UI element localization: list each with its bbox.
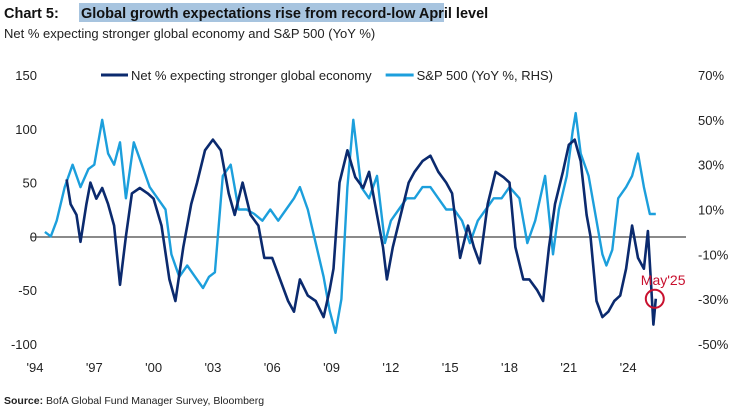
series-line-net-expecting-stronger [65, 138, 658, 326]
right-tick-label: -10% [698, 247, 729, 262]
x-tick-label: '18 [501, 360, 518, 375]
x-tick-label: '94 [27, 360, 44, 375]
source-note: Source: BofA Global Fund Manager Survey,… [4, 395, 264, 407]
legend: Net % expecting stronger global economy … [101, 68, 553, 83]
x-tick-label: '97 [86, 360, 103, 375]
left-tick-label: 150 [15, 68, 37, 83]
source-label: Source: [4, 395, 43, 407]
chart-subtitle: Net % expecting stronger global economy … [4, 26, 375, 41]
x-tick-label: '00 [145, 360, 162, 375]
x-tick-label: '06 [264, 360, 281, 375]
annotation-circle [644, 288, 665, 309]
right-tick-label: 10% [698, 203, 724, 218]
left-tick-label: 50 [23, 176, 37, 191]
x-tick-label: '09 [323, 360, 340, 375]
title-highlight [79, 3, 444, 22]
legend-label-sp500: S&P 500 (YoY %, RHS) [417, 68, 553, 83]
right-tick-label: 50% [698, 113, 724, 128]
right-tick-label: -50% [698, 337, 729, 352]
left-tick-label: -50 [18, 283, 37, 298]
left-tick-label: -100 [11, 337, 37, 352]
source-text: BofA Global Fund Manager Survey, Bloombe… [46, 395, 264, 407]
chart-title-prefix: Chart 5: [4, 6, 59, 22]
left-tick-label: 100 [15, 122, 37, 137]
chart-title: Global growth expectations rise from rec… [81, 6, 488, 22]
series-line-sp500-yoy [44, 111, 656, 334]
x-tick-label: '24 [620, 360, 637, 375]
x-axis: '94 '97 '00 '03 '06 '09 '12 '15 '18 '21 '24 [27, 360, 637, 375]
right-tick-label: 70% [698, 68, 724, 83]
right-axis: 70% 50% 30% 10% -10% -30% -50% [698, 68, 729, 352]
x-tick-label: '12 [382, 360, 399, 375]
right-tick-label: 30% [698, 158, 724, 173]
x-tick-label: '03 [204, 360, 221, 375]
x-tick-label: '21 [560, 360, 577, 375]
annotation-label: May'25 [641, 272, 686, 288]
right-tick-label: -30% [698, 292, 729, 307]
legend-label-net: Net % expecting stronger global economy [131, 68, 372, 83]
x-tick-label: '15 [442, 360, 459, 375]
series-lines [44, 111, 658, 334]
